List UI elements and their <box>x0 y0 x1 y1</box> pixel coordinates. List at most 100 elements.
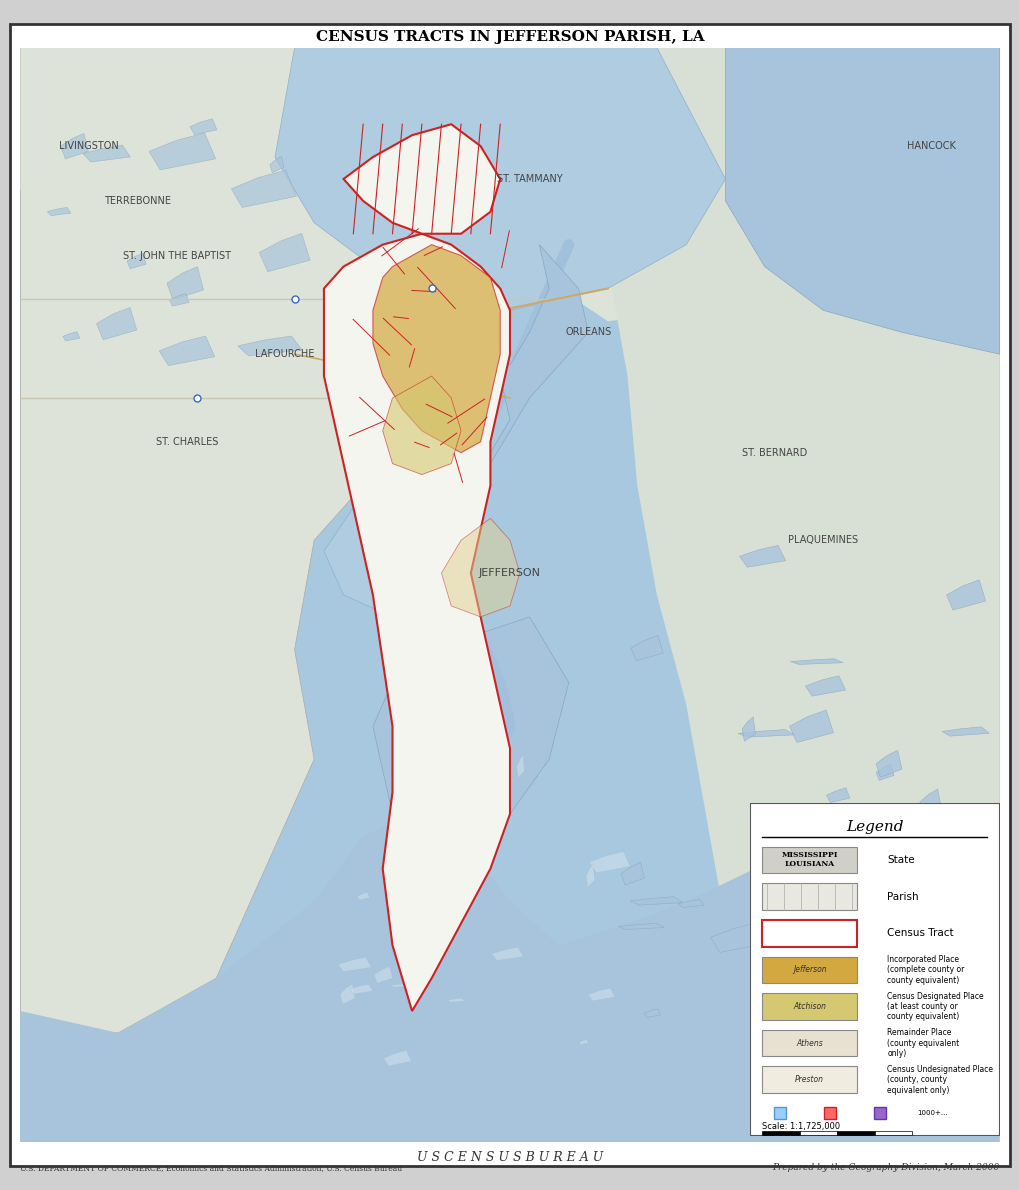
Polygon shape <box>382 376 461 475</box>
Polygon shape <box>607 48 999 1142</box>
Polygon shape <box>169 294 189 306</box>
Polygon shape <box>517 754 524 778</box>
Polygon shape <box>394 914 428 922</box>
Text: ST. CHARLES: ST. CHARLES <box>156 437 218 446</box>
Polygon shape <box>588 988 614 1001</box>
Text: Census Designated Place
(at least county or
county equivalent): Census Designated Place (at least county… <box>887 991 982 1021</box>
Polygon shape <box>20 48 999 321</box>
Text: Parish: Parish <box>887 891 918 902</box>
FancyBboxPatch shape <box>749 803 999 1136</box>
Polygon shape <box>773 906 797 919</box>
Text: State: State <box>887 854 914 865</box>
Polygon shape <box>343 124 499 233</box>
Text: HANCOCK: HANCOCK <box>906 142 955 151</box>
Text: Scale: 1:1,725,000: Scale: 1:1,725,000 <box>761 1122 840 1130</box>
Polygon shape <box>883 1015 895 1028</box>
Text: MISSISSIPPI
LOUISIANA: MISSISSIPPI LOUISIANA <box>781 851 837 869</box>
Polygon shape <box>579 1040 588 1045</box>
Polygon shape <box>159 336 215 365</box>
Polygon shape <box>324 486 461 616</box>
Polygon shape <box>742 716 755 741</box>
Polygon shape <box>275 48 725 311</box>
Polygon shape <box>942 727 988 737</box>
Polygon shape <box>97 307 137 340</box>
FancyBboxPatch shape <box>761 846 856 873</box>
Polygon shape <box>339 984 355 1004</box>
Polygon shape <box>190 119 217 134</box>
Polygon shape <box>447 998 465 1002</box>
Text: CENSUS TRACTS IN JEFFERSON PARISH, LA: CENSUS TRACTS IN JEFFERSON PARISH, LA <box>315 30 704 44</box>
Polygon shape <box>47 207 71 215</box>
Text: U.S. DEPARTMENT OF COMMERCE, Economics and Statistics Administration, U.S. Censu: U.S. DEPARTMENT OF COMMERCE, Economics a… <box>20 1164 403 1172</box>
Bar <box>837 1132 874 1135</box>
Text: ORLEANS: ORLEANS <box>565 327 610 337</box>
Polygon shape <box>63 332 79 342</box>
FancyBboxPatch shape <box>761 1066 856 1094</box>
Text: Census Undesignated Place
(county, county
equivalent only): Census Undesignated Place (county, count… <box>887 1065 993 1095</box>
Polygon shape <box>324 233 510 1011</box>
Bar <box>874 1132 911 1135</box>
Polygon shape <box>586 864 594 888</box>
Polygon shape <box>389 983 421 987</box>
Polygon shape <box>630 897 682 906</box>
Polygon shape <box>231 170 297 207</box>
Polygon shape <box>644 1009 659 1017</box>
Text: Incorporated Place
(complete county or
county equivalent): Incorporated Place (complete county or c… <box>887 954 964 985</box>
Polygon shape <box>373 245 499 452</box>
Polygon shape <box>946 580 984 610</box>
Polygon shape <box>415 937 443 945</box>
Polygon shape <box>237 336 302 356</box>
Text: PLAQUEMINES: PLAQUEMINES <box>788 536 858 545</box>
Text: ST. BERNARD: ST. BERNARD <box>741 447 806 458</box>
Polygon shape <box>466 819 476 822</box>
Polygon shape <box>760 1007 777 1016</box>
Polygon shape <box>811 851 825 871</box>
Text: Atchison: Atchison <box>793 1002 825 1012</box>
Text: Preston: Preston <box>795 1076 823 1084</box>
Text: JEFFERSON: JEFFERSON <box>479 568 540 578</box>
Text: 1000+...: 1000+... <box>916 1110 947 1116</box>
Text: ST. JOHN THE BAPTIST: ST. JOHN THE BAPTIST <box>123 251 231 261</box>
Polygon shape <box>357 892 369 900</box>
Polygon shape <box>350 984 372 994</box>
Text: TERREBONNE: TERREBONNE <box>104 196 171 206</box>
Polygon shape <box>61 133 89 159</box>
Polygon shape <box>373 616 569 835</box>
Text: ST. TAMMANY: ST. TAMMANY <box>496 174 561 184</box>
Polygon shape <box>739 545 785 568</box>
Text: U S C E N S U S B U R E A U: U S C E N S U S B U R E A U <box>417 1151 602 1164</box>
Polygon shape <box>966 895 1010 906</box>
Polygon shape <box>20 48 412 1033</box>
FancyBboxPatch shape <box>761 994 856 1020</box>
Text: Prepared by the Geography Division, March 2000: Prepared by the Geography Division, Marc… <box>771 1163 999 1172</box>
Polygon shape <box>790 659 843 664</box>
Polygon shape <box>710 922 765 952</box>
Polygon shape <box>919 789 941 815</box>
Polygon shape <box>875 751 901 777</box>
Text: Jefferson: Jefferson <box>792 965 825 975</box>
Polygon shape <box>259 233 310 271</box>
Text: Census Tract: Census Tract <box>887 928 953 938</box>
Polygon shape <box>738 729 794 737</box>
Polygon shape <box>20 814 999 1142</box>
Polygon shape <box>952 888 982 895</box>
FancyBboxPatch shape <box>761 883 856 910</box>
Polygon shape <box>397 871 412 883</box>
Text: LIVINGSTON: LIVINGSTON <box>59 142 118 151</box>
Polygon shape <box>678 900 703 908</box>
FancyBboxPatch shape <box>761 1029 856 1057</box>
Polygon shape <box>270 156 283 173</box>
Polygon shape <box>127 253 146 269</box>
Text: LAFOURCHE: LAFOURCHE <box>255 349 314 359</box>
Text: Athens: Athens <box>796 1039 822 1047</box>
Polygon shape <box>618 923 663 929</box>
Polygon shape <box>825 788 849 802</box>
Text: Remainder Place
(county equivalent
only): Remainder Place (county equivalent only) <box>887 1028 959 1058</box>
Polygon shape <box>631 635 662 660</box>
Bar <box>761 1132 799 1135</box>
Polygon shape <box>621 863 644 885</box>
Polygon shape <box>383 1051 411 1066</box>
Polygon shape <box>83 145 130 162</box>
Polygon shape <box>441 519 520 616</box>
Polygon shape <box>875 764 893 781</box>
